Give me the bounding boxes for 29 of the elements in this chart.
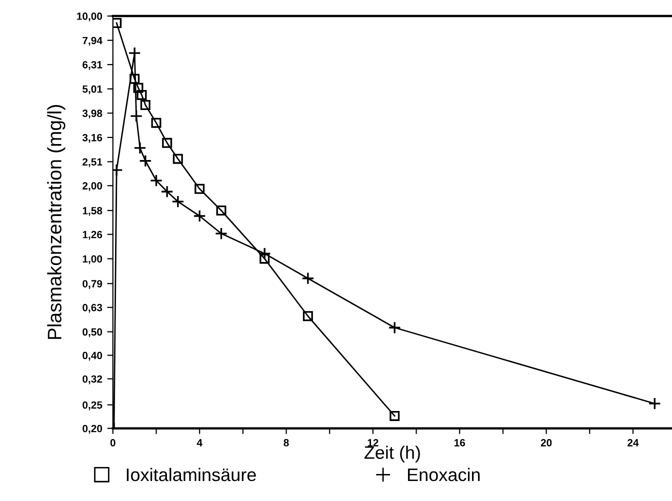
x-tick-label: 16 bbox=[454, 439, 466, 446]
y-tick-label: 1,26 bbox=[82, 230, 102, 240]
y-tick-label: 5,01 bbox=[82, 85, 102, 94]
y-tick-label: 0,79 bbox=[82, 280, 102, 289]
x-tick-label: 24 bbox=[628, 439, 639, 446]
y-tick-label: 1,00 bbox=[82, 255, 102, 264]
y-tick-label: 6,31 bbox=[82, 61, 102, 70]
y-tick-label: 2,00 bbox=[82, 182, 102, 192]
y-tick-label: 3,98 bbox=[82, 110, 102, 119]
legend-label: Enoxacin bbox=[408, 468, 480, 482]
y-tick-label: 2,51 bbox=[82, 158, 102, 168]
y-tick-label: 0,40 bbox=[82, 352, 102, 361]
y-tick-label: 0,50 bbox=[82, 328, 102, 338]
y-tick-label: 0,32 bbox=[82, 375, 102, 384]
y-tick-label: 0,63 bbox=[82, 304, 102, 313]
x-tick-label: 20 bbox=[540, 439, 552, 446]
y-tick-label: 7,94 bbox=[82, 36, 102, 46]
x-tick-label: 0 bbox=[110, 439, 116, 446]
x-axis-title: Zeit (h) bbox=[364, 446, 420, 463]
legend-label: Ioxitalaminsäure bbox=[126, 468, 256, 482]
y-tick-label: 0,20 bbox=[82, 424, 102, 434]
y-tick-label: 10,00 bbox=[77, 12, 102, 22]
y-tick-label: 0,25 bbox=[82, 401, 102, 410]
x-tick-label: 4 bbox=[196, 439, 202, 446]
x-tick-label: 12 bbox=[368, 439, 378, 446]
x-tick-label: 8 bbox=[284, 439, 289, 446]
y-axis-title: Plasmakonzentration (mg/l) bbox=[47, 105, 66, 339]
y-tick-label: 1,58 bbox=[82, 207, 102, 216]
y-tick-label: 3,16 bbox=[82, 134, 102, 143]
